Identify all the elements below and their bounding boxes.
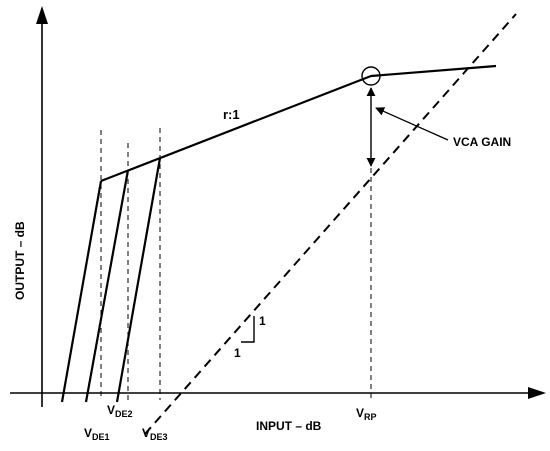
slope-triangle xyxy=(241,316,255,343)
x-axis-label: INPUT – dB xyxy=(256,419,322,433)
rotation-point-circle xyxy=(361,66,381,86)
vde1-label: VDE1 xyxy=(84,426,110,442)
vca-gain-leader-arrow xyxy=(375,107,449,141)
slope-run-label: 1 xyxy=(234,346,241,360)
expansion-segment-1 xyxy=(60,180,103,403)
x-axis-arrowhead xyxy=(528,387,546,399)
vde3-label: VDE3 xyxy=(142,426,168,442)
vrp-label: VRP xyxy=(356,406,377,422)
ratio-label: r:1 xyxy=(223,107,240,122)
expansion-segment-2 xyxy=(84,169,130,403)
vca-gain-label: VCA GAIN xyxy=(453,135,511,149)
vde2-label: VDE2 xyxy=(107,403,133,419)
slope-rise-label: 1 xyxy=(259,314,266,328)
unity-gain-dashed-line xyxy=(144,13,517,435)
compression-curve xyxy=(100,64,497,183)
y-axis-label: OUTPUT – dB xyxy=(13,221,27,300)
y-axis-arrowhead xyxy=(36,6,48,24)
expansion-segment-3 xyxy=(115,157,162,403)
